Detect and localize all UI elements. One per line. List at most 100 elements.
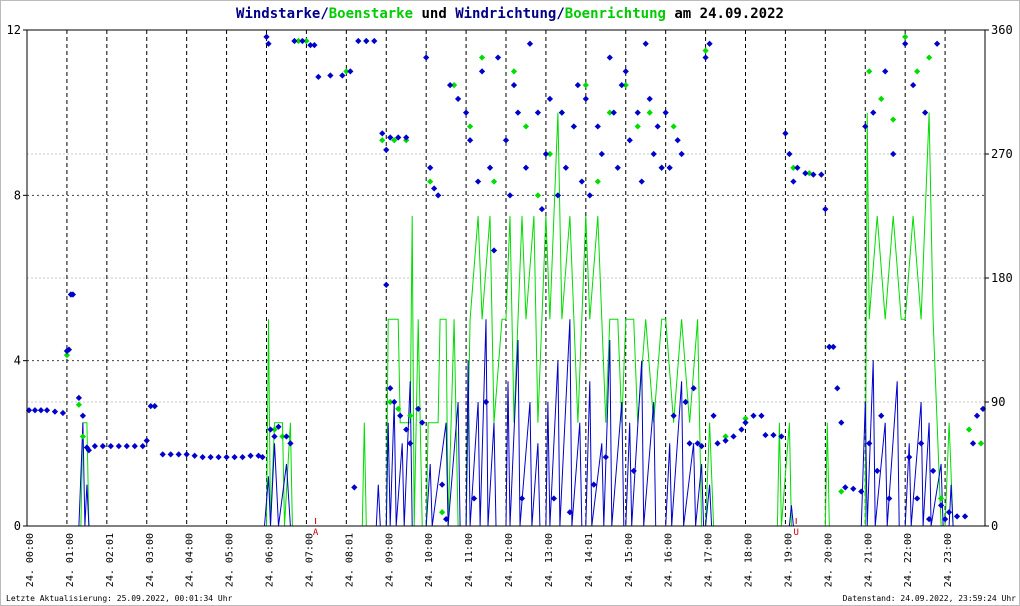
x-tick-label: 24. 21:00: [863, 533, 874, 587]
y-right-tick-label: 360: [991, 23, 1013, 37]
x-tick-label: 24. 12:00: [504, 533, 515, 587]
x-tick-label: 24. 09:00: [384, 533, 395, 587]
direction-point: [929, 467, 937, 475]
direction-point: [582, 81, 589, 89]
direction-point: [514, 109, 522, 116]
direction-point: [439, 481, 446, 488]
direction-point: [926, 515, 933, 523]
x-tick-label: 24. 00:00: [25, 533, 36, 587]
direction-point: [123, 442, 130, 450]
x-tick-label: 24. 20:00: [823, 533, 834, 587]
direction-point: [670, 412, 677, 419]
marker-label: A: [313, 528, 319, 538]
x-tick-label: 24. 22:00: [903, 533, 914, 587]
x-tick-label: 24. 06:00: [265, 533, 276, 587]
direction-point: [826, 343, 833, 351]
marker-label: U: [793, 528, 798, 538]
title-slash: /: [320, 6, 328, 22]
x-tick-label: 24. 15:00: [624, 533, 635, 587]
direction-point: [470, 495, 478, 502]
direction-point: [838, 488, 845, 495]
direction-point: [391, 398, 398, 406]
direction-point: [215, 453, 222, 461]
direction-point: [403, 426, 410, 433]
direction-point: [634, 109, 641, 116]
direction-point: [742, 419, 749, 426]
direction-point: [271, 426, 278, 433]
x-tick-label: 24. 16:00: [664, 533, 675, 587]
direction-point: [283, 433, 290, 440]
direction-point: [858, 488, 865, 495]
direction-point: [259, 453, 266, 461]
direction-point: [882, 68, 889, 75]
direction-point: [702, 54, 709, 61]
y-left-tick-label: 4: [14, 354, 21, 368]
direction-point: [630, 467, 637, 475]
direction-point: [878, 412, 885, 419]
x-tick-label: 24. 02:01: [105, 533, 116, 587]
x-tick-label: 24. 18:00: [744, 533, 755, 587]
axes: 24. 00:00 24. 01:00 24. 02:01 24. 03:00 24. …: [7, 23, 1013, 587]
x-tick-label: 24. 17:00: [704, 533, 715, 587]
y-right-tick-label: 90: [991, 395, 1005, 409]
x-tick-label: 24. 04:00: [185, 533, 196, 587]
direction-point: [183, 451, 190, 458]
y-right-tick-label: 180: [991, 271, 1013, 285]
direction-point: [419, 419, 426, 426]
direction-point: [482, 398, 490, 406]
direction-point: [387, 398, 394, 406]
title-windstarke: Windstarke: [236, 6, 320, 22]
footer-data-status: Datenstand: 24.09.2022, 23:59:24 Uhr: [843, 594, 1017, 603]
direction-point: [395, 405, 402, 413]
y-left-tick-label: 12: [7, 23, 21, 37]
title-slash: /: [556, 6, 564, 22]
x-tick-label: 24. 07:00: [304, 533, 315, 587]
direction-point: [838, 419, 845, 426]
y-left-tick-label: 0: [14, 519, 21, 533]
title-date: am 24.09.2022: [666, 6, 784, 22]
direction-point: [397, 412, 404, 419]
x-tick-label: 24. 05:00: [225, 533, 236, 587]
direction-point: [379, 137, 386, 144]
direction-point: [439, 509, 446, 516]
title-boenrichtung: Boenrichtung: [565, 6, 666, 22]
direction-point: [941, 515, 949, 523]
direction-point: [502, 137, 510, 144]
direction-point: [387, 385, 394, 392]
direction-point: [582, 95, 589, 103]
direction-point: [973, 412, 981, 419]
direction-point: [267, 426, 274, 433]
direction-point: [383, 281, 390, 289]
x-tick-label: 24. 08:01: [344, 533, 355, 587]
direction-point: [247, 452, 254, 459]
x-tick-label: 24. 13:00: [544, 533, 555, 587]
y-right-tick-label: 270: [991, 147, 1013, 161]
direction-point: [275, 423, 282, 430]
direction-point: [926, 54, 933, 61]
direction-point: [574, 81, 581, 89]
x-tick-label: 24. 11:00: [464, 533, 475, 587]
direction-point: [866, 68, 873, 75]
x-tick-label: 24. 01:00: [65, 533, 76, 587]
direction-point: [874, 467, 881, 475]
direction-point: [415, 405, 422, 413]
x-tick-label: 24. 03:00: [145, 533, 156, 587]
direction-point: [287, 440, 294, 447]
wind-speed-series: [78, 319, 954, 527]
direction-point: [750, 412, 757, 419]
direction-point: [742, 415, 749, 422]
direction-point: [710, 412, 717, 419]
direction-point: [590, 481, 597, 488]
grid: [27, 30, 985, 526]
direction-point: [642, 40, 649, 47]
chart-title: Windstarke/Boenstarke und Windrichtung/B…: [236, 6, 784, 22]
direction-point: [407, 440, 414, 447]
direction-point: [351, 484, 358, 491]
title-und: und: [413, 6, 455, 22]
footer-last-update: Letzte Aktualisierung: 25.09.2022, 00:01…: [6, 594, 233, 603]
direction-point: [965, 426, 973, 433]
direction-point: [842, 484, 849, 491]
direction-point: [271, 433, 278, 440]
